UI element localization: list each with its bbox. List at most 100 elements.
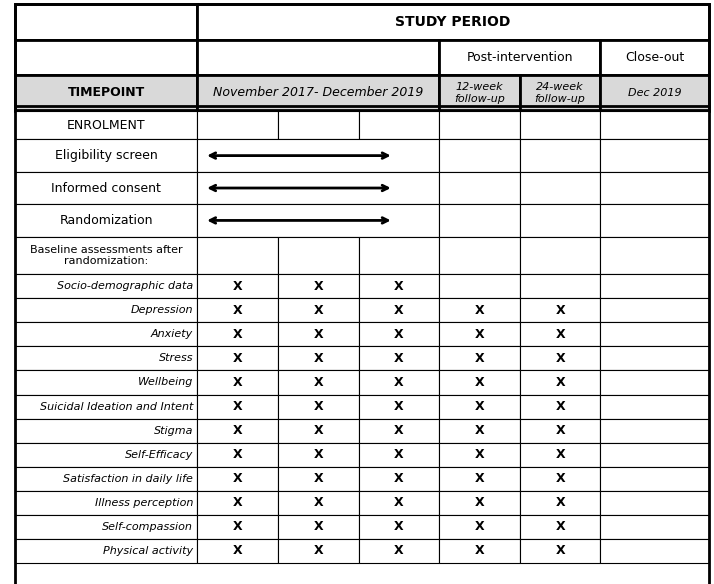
Bar bbox=[15, 515, 197, 539]
Bar bbox=[15, 539, 197, 563]
Text: ENROLMENT: ENROLMENT bbox=[67, 119, 146, 131]
Bar bbox=[278, 491, 358, 515]
Text: Self-Efficacy: Self-Efficacy bbox=[125, 450, 193, 460]
Bar bbox=[600, 172, 709, 204]
Text: X: X bbox=[313, 400, 323, 413]
Bar bbox=[358, 419, 439, 443]
Text: X: X bbox=[394, 400, 403, 413]
Bar bbox=[358, 515, 439, 539]
Text: X: X bbox=[394, 520, 403, 533]
Bar bbox=[600, 237, 709, 274]
Text: X: X bbox=[555, 304, 565, 317]
Bar bbox=[15, 491, 197, 515]
Bar bbox=[600, 491, 709, 515]
Bar bbox=[358, 274, 439, 298]
Text: X: X bbox=[394, 328, 403, 341]
Bar bbox=[520, 298, 600, 322]
Bar bbox=[197, 419, 278, 443]
Bar bbox=[197, 204, 439, 237]
Text: 24-week
follow-up: 24-week follow-up bbox=[535, 82, 585, 104]
Text: X: X bbox=[233, 280, 242, 293]
Bar bbox=[197, 110, 278, 140]
Bar bbox=[197, 467, 278, 491]
Bar bbox=[278, 419, 358, 443]
Bar bbox=[197, 4, 709, 40]
Bar bbox=[15, 395, 197, 419]
Bar bbox=[197, 140, 439, 172]
Bar bbox=[278, 515, 358, 539]
Bar bbox=[520, 204, 600, 237]
Bar bbox=[520, 370, 600, 395]
Text: X: X bbox=[313, 304, 323, 317]
Bar bbox=[197, 515, 278, 539]
Text: X: X bbox=[475, 400, 484, 413]
Text: X: X bbox=[233, 352, 242, 365]
Text: TIMEPOINT: TIMEPOINT bbox=[68, 86, 145, 99]
Bar bbox=[197, 395, 278, 419]
Bar bbox=[15, 172, 197, 204]
Text: Wellbeing: Wellbeing bbox=[138, 377, 193, 387]
Text: X: X bbox=[394, 544, 403, 557]
Bar bbox=[520, 443, 600, 467]
Bar bbox=[439, 395, 520, 419]
Text: X: X bbox=[313, 352, 323, 365]
Bar bbox=[439, 75, 520, 110]
Text: X: X bbox=[394, 424, 403, 437]
Bar bbox=[15, 322, 197, 346]
Bar bbox=[358, 110, 439, 140]
Bar bbox=[600, 370, 709, 395]
Text: X: X bbox=[555, 328, 565, 341]
Bar bbox=[439, 370, 520, 395]
Text: X: X bbox=[313, 496, 323, 509]
Bar bbox=[439, 467, 520, 491]
Bar bbox=[197, 172, 439, 204]
Text: Illness perception: Illness perception bbox=[95, 498, 193, 507]
Bar bbox=[278, 298, 358, 322]
Bar bbox=[600, 204, 709, 237]
Text: X: X bbox=[475, 544, 484, 557]
Bar bbox=[600, 75, 709, 110]
Text: X: X bbox=[394, 472, 403, 485]
Text: Satisfaction in daily life: Satisfaction in daily life bbox=[63, 474, 193, 484]
Bar bbox=[15, 370, 197, 395]
Bar bbox=[600, 467, 709, 491]
Bar bbox=[15, 419, 197, 443]
Text: X: X bbox=[233, 520, 242, 533]
Text: X: X bbox=[475, 376, 484, 389]
Bar bbox=[439, 237, 520, 274]
Bar bbox=[197, 322, 278, 346]
Bar bbox=[600, 515, 709, 539]
Text: X: X bbox=[475, 424, 484, 437]
Bar bbox=[600, 298, 709, 322]
Bar bbox=[600, 419, 709, 443]
Text: X: X bbox=[555, 352, 565, 365]
Bar bbox=[439, 443, 520, 467]
Text: X: X bbox=[313, 424, 323, 437]
Bar bbox=[278, 467, 358, 491]
Text: X: X bbox=[313, 448, 323, 461]
Bar bbox=[600, 346, 709, 370]
Bar bbox=[520, 346, 600, 370]
Text: X: X bbox=[233, 496, 242, 509]
Bar bbox=[520, 274, 600, 298]
Bar bbox=[278, 395, 358, 419]
Text: X: X bbox=[555, 376, 565, 389]
Bar bbox=[358, 298, 439, 322]
Bar bbox=[278, 237, 358, 274]
Bar bbox=[439, 322, 520, 346]
Bar bbox=[15, 274, 197, 298]
Bar bbox=[600, 110, 709, 140]
Text: X: X bbox=[394, 304, 403, 317]
Text: X: X bbox=[394, 448, 403, 461]
Text: 12-week
follow-up: 12-week follow-up bbox=[454, 82, 505, 104]
Bar bbox=[439, 539, 520, 563]
Bar bbox=[520, 395, 600, 419]
Bar bbox=[439, 298, 520, 322]
Bar bbox=[600, 443, 709, 467]
Bar bbox=[278, 443, 358, 467]
Text: X: X bbox=[475, 352, 484, 365]
Bar bbox=[358, 370, 439, 395]
Bar bbox=[520, 467, 600, 491]
Text: Post-intervention: Post-intervention bbox=[466, 51, 573, 64]
Text: Self-compassion: Self-compassion bbox=[102, 522, 193, 532]
